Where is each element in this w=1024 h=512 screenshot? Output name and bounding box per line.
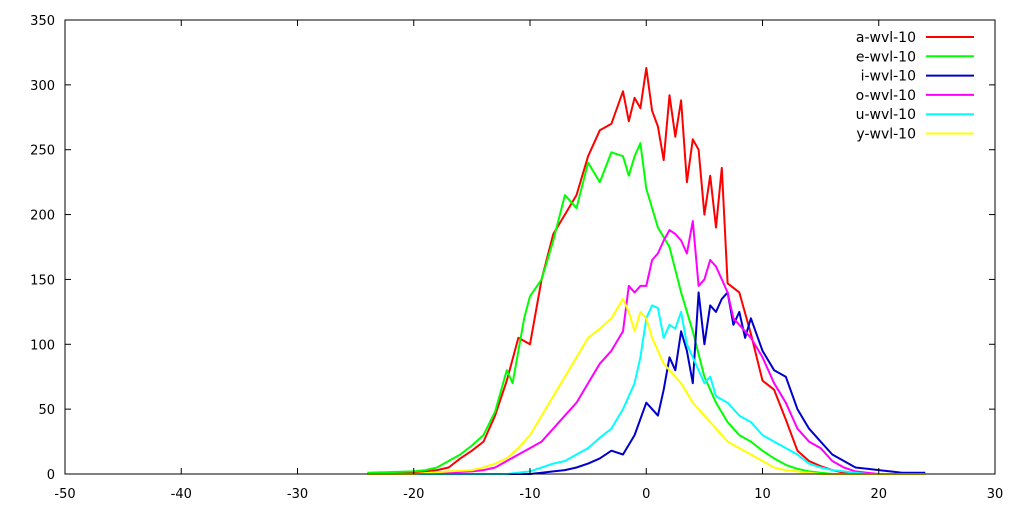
legend-label-i-wvl-10: i-wvl-10: [861, 69, 916, 85]
x-tick-label: -40: [171, 487, 192, 502]
series-line-e-wvl-10: [367, 142, 926, 475]
y-tick-label: 350: [30, 14, 55, 29]
series-line-o-wvl-10: [367, 220, 926, 475]
series-line-y-wvl-10: [367, 297, 926, 475]
x-tick-label: 0: [642, 487, 650, 502]
legend-label-e-wvl-10: e-wvl-10: [856, 49, 916, 65]
x-tick-label: -50: [54, 487, 75, 502]
x-tick-label: 10: [754, 487, 771, 502]
y-tick-label: 50: [38, 403, 55, 418]
x-tick-label: -20: [403, 487, 424, 502]
legend: a-wvl-10 e-wvl-10 i-wvl-10 o-wvl-10 u-wvl-10…: [856, 30, 974, 143]
x-tick-label: 30: [987, 487, 1004, 502]
y-tick-label: 0: [47, 468, 55, 483]
series-line-a-wvl-10: [367, 67, 926, 475]
series-line-i-wvl-10: [367, 291, 926, 475]
legend-label-a-wvl-10: a-wvl-10: [856, 30, 916, 46]
legend-label-o-wvl-10: o-wvl-10: [856, 88, 916, 104]
legend-label-y-wvl-10: y-wvl-10: [856, 127, 916, 143]
axis-ticks: -50 -40 -30 -20 -10 0 10 20 30050100150200250300…: [30, 14, 1003, 502]
series-line-u-wvl-10: [367, 304, 926, 475]
series-lines: [367, 67, 926, 475]
y-tick-label: 100: [30, 338, 55, 353]
x-tick-label: -30: [287, 487, 308, 502]
x-tick-label: -10: [519, 487, 540, 502]
legend-label-u-wvl-10: u-wvl-10: [856, 107, 916, 123]
y-tick-label: 300: [30, 79, 55, 94]
y-tick-label: 150: [30, 273, 55, 288]
y-tick-label: 200: [30, 209, 55, 224]
y-tick-label: 250: [30, 144, 55, 159]
x-tick-label: 20: [870, 487, 887, 502]
